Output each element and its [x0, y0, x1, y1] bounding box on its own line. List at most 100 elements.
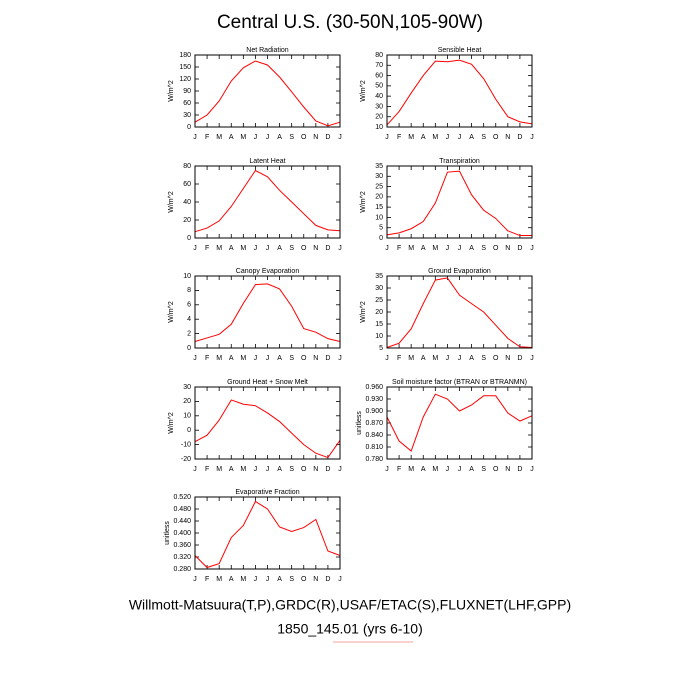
footer-source: Willmott-Matsuura(T,P),GRDC(R),USAF/ETAC…	[129, 597, 571, 613]
x-tick-label: D	[325, 245, 330, 252]
x-tick-label: J	[193, 466, 197, 473]
x-tick-label: O	[301, 134, 307, 141]
data-line	[194, 500, 341, 569]
x-tick-label: A	[277, 466, 282, 473]
x-tick-label: A	[229, 355, 234, 362]
x-tick-label: O	[493, 245, 499, 252]
y-axis-label: W/m^2	[168, 301, 175, 323]
y-tick-label: 20	[375, 114, 383, 121]
x-tick-label: A	[229, 245, 234, 252]
x-tick-label: M	[216, 355, 222, 362]
x-tick-label: M	[240, 466, 246, 473]
panel: Soil moisture factor (BTRAN or BTRANMN) u…	[356, 379, 534, 473]
x-tick-label: N	[505, 355, 510, 362]
y-tick-label: 0.870	[365, 420, 383, 427]
y-axis-label: W/m^2	[168, 412, 175, 434]
x-tick-label: F	[205, 576, 209, 583]
y-tick-label: 30	[375, 103, 383, 110]
y-tick-label: 50	[375, 83, 383, 90]
y-tick-label: 30	[183, 384, 191, 391]
x-tick-label: J	[254, 466, 258, 473]
y-tick-label: 0.810	[365, 444, 383, 451]
x-tick-label: M	[408, 355, 414, 362]
x-tick-label: S	[289, 134, 294, 141]
x-tick-label: F	[205, 355, 209, 362]
y-tick-label: 40	[375, 93, 383, 100]
y-axis-label: W/m^2	[168, 80, 175, 102]
y-tick-label: 15	[375, 321, 383, 328]
plot-frame	[386, 275, 533, 349]
x-tick-label: M	[216, 245, 222, 252]
x-tick-label: S	[289, 355, 294, 362]
y-tick-label: 25	[375, 183, 383, 190]
x-tick-label: N	[313, 466, 318, 473]
data-line	[386, 393, 533, 452]
y-tick-label: 30	[183, 112, 191, 119]
x-tick-label: M	[408, 466, 414, 473]
y-tick-label: 70	[375, 62, 383, 69]
y-tick-label: 30	[375, 173, 383, 180]
x-tick-label: J	[530, 134, 534, 141]
x-tick-label: D	[325, 355, 330, 362]
y-tick-label: 80	[183, 163, 191, 170]
x-tick-label: M	[240, 134, 246, 141]
x-tick-label: O	[493, 134, 499, 141]
x-tick-label: N	[313, 576, 318, 583]
x-tick-label: M	[432, 134, 438, 141]
panel-title: Transpiration	[439, 158, 480, 165]
x-tick-label: F	[205, 245, 209, 252]
x-tick-label: A	[421, 245, 426, 252]
x-tick-label: J	[266, 576, 270, 583]
x-tick-label: M	[240, 355, 246, 362]
y-tick-label: 60	[375, 72, 383, 79]
y-tick-label: 0.440	[173, 518, 191, 525]
x-tick-label: J	[446, 355, 450, 362]
x-tick-label: S	[289, 245, 294, 252]
x-tick-label: D	[517, 245, 522, 252]
plot-frame	[194, 275, 341, 349]
y-tick-label: 20	[183, 398, 191, 405]
x-tick-label: M	[216, 134, 222, 141]
y-tick-label: 5	[379, 345, 383, 352]
x-tick-label: F	[397, 134, 401, 141]
y-tick-label: 35	[375, 163, 383, 170]
x-tick-label: J	[530, 466, 534, 473]
x-tick-label: M	[240, 245, 246, 252]
x-tick-label: S	[289, 466, 294, 473]
x-tick-label: N	[313, 245, 318, 252]
y-tick-label: 5	[379, 225, 383, 232]
panel: Evaporative Fraction unitless 0.280 0.320 0.…	[164, 489, 342, 583]
y-tick-label: 0	[187, 427, 191, 434]
x-tick-label: J	[530, 355, 534, 362]
x-tick-label: A	[469, 134, 474, 141]
panel-title: Ground Evaporation	[428, 268, 491, 275]
x-tick-label: M	[216, 576, 222, 583]
y-tick-label: 15	[375, 204, 383, 211]
x-tick-label: D	[325, 576, 330, 583]
x-tick-label: J	[530, 245, 534, 252]
y-tick-label: 30	[375, 285, 383, 292]
y-tick-label: 0.840	[365, 432, 383, 439]
x-tick-label: J	[385, 466, 389, 473]
x-tick-label: A	[229, 576, 234, 583]
x-tick-label: J	[385, 245, 389, 252]
x-tick-label: J	[446, 134, 450, 141]
x-tick-label: S	[289, 576, 294, 583]
y-tick-label: 0.520	[173, 494, 191, 501]
panel-title: Ground Heat + Snow Melt	[227, 379, 308, 386]
y-tick-label: 0.280	[173, 566, 191, 573]
y-tick-label: 0.400	[173, 530, 191, 537]
y-tick-label: 0	[187, 124, 191, 131]
panel-title: Net Radiation	[246, 47, 289, 54]
plot-frame	[194, 54, 341, 128]
plot-frame	[194, 165, 341, 239]
x-tick-label: J	[385, 134, 389, 141]
panel-title: Evaporative Fraction	[235, 489, 299, 496]
x-tick-label: F	[205, 134, 209, 141]
y-tick-label: 20	[375, 309, 383, 316]
panel: Ground Heat + Snow Melt W/m^2 -20 -10 0 10 20 3…	[168, 379, 342, 473]
x-tick-label: J	[338, 245, 342, 252]
